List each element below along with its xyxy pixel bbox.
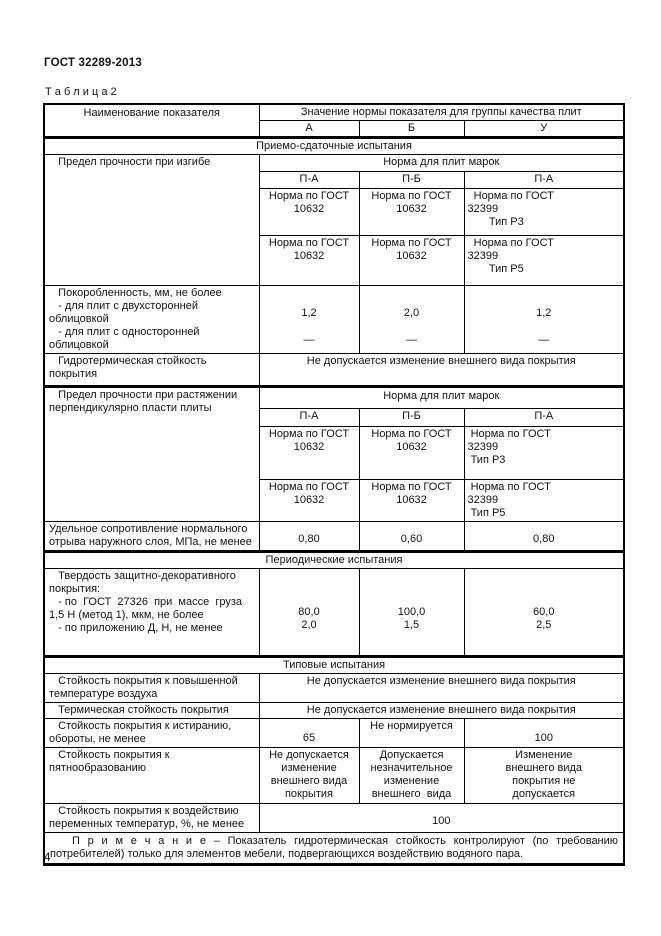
bending-norm2-a: Норма по ГОСТ 10632 xyxy=(258,235,360,286)
warp-value-a-one-sided: — xyxy=(303,334,315,346)
tension-marks-row: П-А П-Б П-А xyxy=(44,408,625,427)
warp-value-b: 2,0 — xyxy=(358,285,465,354)
heat-resistance-label: Стойкость покрытия к повышенной температ… xyxy=(43,673,260,703)
tension-mark-b: П-Б xyxy=(358,408,465,427)
section-acceptance-label: Приемо-сдаточные испытания xyxy=(43,136,625,155)
abrasion-value-b: Не нормируется xyxy=(358,718,465,748)
col-header-group-u: У xyxy=(463,120,625,138)
bending-norm1-u: Норма по ГОСТ 32399 Тип Р3 xyxy=(463,188,625,236)
section-type-label: Типовые испытания xyxy=(43,655,625,674)
warp-row: Покоробленность, мм, не более - для плит… xyxy=(43,285,625,354)
peel-value-u: 0,80 xyxy=(463,521,625,552)
col-header-indicator-name: Наименование показателя xyxy=(43,103,260,138)
hardness-value-b: 100,0 1,5 xyxy=(358,568,465,657)
bending-mark-u: П-А xyxy=(463,171,625,189)
thermal-resistance-label: Термическая стойкость покрытия xyxy=(43,702,260,719)
abrasion-value-a: 65 xyxy=(258,718,360,748)
section-periodic-tests: Периодические испытания xyxy=(43,550,625,569)
tension-norm1-a: Норма по ГОСТ 10632 xyxy=(258,426,360,480)
bending-strength-row: Предел прочности при изгибе Норма для пл… xyxy=(43,154,625,286)
tension-norm1-b: Норма по ГОСТ 10632 xyxy=(358,426,465,480)
hardness-row: Твердость защитно-декоративного покрытия… xyxy=(43,568,625,657)
bending-norm-header: Норма для плит марок xyxy=(258,154,625,172)
hardness-label: Твердость защитно-декоративного покрытия… xyxy=(43,568,260,657)
stain-value-a: Не допускается изменение внешнего вида п… xyxy=(258,747,360,804)
tension-strength-label: Предел прочности при растяжении перпенди… xyxy=(43,385,260,522)
bending-norm1-b: Норма по ГОСТ 10632 xyxy=(358,188,465,236)
warp-value-a-two-sided: 1,2 xyxy=(301,307,317,319)
tension-mark-a: П-А xyxy=(258,408,360,427)
warp-label: Покоробленность, мм, не более - для плит… xyxy=(43,285,260,354)
page-number: 4 xyxy=(44,852,51,864)
note-row: П р и м е ч а н и е – Показатель гидроте… xyxy=(43,832,625,866)
col-header-group-a: А xyxy=(258,120,360,138)
col-header-value-group: Значение нормы показателя для группы кач… xyxy=(258,103,625,121)
warp-value-b-two-sided: 2,0 xyxy=(403,307,420,319)
section-acceptance-tests: Приемо-сдаточные испытания xyxy=(43,136,625,155)
tension-norm2-a: Норма по ГОСТ 10632 xyxy=(258,479,360,522)
peel-value-b: 0,60 xyxy=(358,521,465,552)
tension-norm2-u: Норма по ГОСТ 32399 Тип Р5 xyxy=(463,479,625,522)
note-text: П р и м е ч а н и е – Показатель гидроте… xyxy=(43,832,625,866)
tension-mark-u: П-А xyxy=(463,408,625,427)
thermal-resistance-value: Не допускается изменение внешнего вида п… xyxy=(258,702,625,719)
peel-value-a: 0,80 xyxy=(258,521,360,552)
tension-strength-row: Предел прочности при растяжении перпенди… xyxy=(43,385,625,522)
quality-indicators-table: Наименование показателя Значение нормы п… xyxy=(43,103,626,866)
hardness-value-a: 80,0 2,0 xyxy=(258,568,360,657)
stain-value-u: Изменение внешнего вида покрытия не допу… xyxy=(463,747,625,804)
warp-value-u-one-sided: — xyxy=(538,334,550,346)
heat-resistance-row: Стойкость покрытия к повышенной температ… xyxy=(43,673,625,703)
table-caption: Т а б л и ц а 2 xyxy=(45,86,117,98)
tension-norm-header: Норма для плит марок xyxy=(258,385,625,409)
bending-mark-a: П-А xyxy=(258,171,360,189)
hardness-value-u: 60,0 2,5 xyxy=(463,568,625,657)
stain-value-b: Допускается незначительное изменение вне… xyxy=(358,747,465,804)
hydrothermal-row: Гидротермическая стойкость покрытия Не д… xyxy=(43,353,625,387)
peel-resistance-label: Удельное сопротивление нормального отрыв… xyxy=(43,521,260,552)
abrasion-value-u: 100 xyxy=(463,718,625,748)
tension-norm-row-1: Норма по ГОСТ 10632 Норма по ГОСТ 10632 … xyxy=(44,426,625,480)
thermal-resistance-row: Термическая стойкость покрытия Не допуск… xyxy=(43,702,625,719)
warp-value-u-two-sided: 1,2 xyxy=(536,307,552,319)
heat-resistance-value: Не допускается изменение внешнего вида п… xyxy=(258,673,625,703)
section-periodic-label: Периодические испытания xyxy=(43,550,625,569)
hydrothermal-value: Не допускается изменение внешнего вида п… xyxy=(258,353,625,387)
bending-norm2-b: Норма по ГОСТ 10632 xyxy=(358,235,465,286)
section-type-tests: Типовые испытания xyxy=(43,655,625,674)
bending-norm2-u: Норма по ГОСТ 32399 Тип Р5 xyxy=(463,235,625,286)
warp-value-u: 1,2 — xyxy=(463,285,625,354)
gost-standard-title: ГОСТ 32289-2013 xyxy=(44,57,142,69)
bending-mark-b: П-Б xyxy=(358,171,465,189)
bending-strength-label: Предел прочности при изгибе xyxy=(43,154,260,286)
bending-norm-row-2: Норма по ГОСТ 10632 Норма по ГОСТ 10632 … xyxy=(44,235,625,286)
peel-resistance-row: Удельное сопротивление нормального отрыв… xyxy=(43,521,625,552)
abrasion-row: Стойкость покрытия к истиранию, обороты,… xyxy=(43,718,625,748)
temperature-cycles-row: Стойкость покрытия к воздействию перемен… xyxy=(43,803,625,833)
header-row-2: А Б У xyxy=(44,120,625,138)
abrasion-label: Стойкость покрытия к истиранию, обороты,… xyxy=(43,718,260,748)
warp-value-b-one-sided: — xyxy=(406,334,417,346)
warp-value-a: 1,2 — xyxy=(258,285,360,354)
bending-marks-row: П-А П-Б П-А xyxy=(44,171,625,189)
stain-resistance-label: Стойкость покрытия к пятнообразованию xyxy=(43,747,260,804)
temperature-cycles-label: Стойкость покрытия к воздействию перемен… xyxy=(43,803,260,833)
hydrothermal-label: Гидротермическая стойкость покрытия xyxy=(43,353,260,387)
col-header-group-b: Б xyxy=(358,120,465,138)
temperature-cycles-value: 100 xyxy=(258,803,625,833)
bending-norm1-a: Норма по ГОСТ 10632 xyxy=(258,188,360,236)
stain-resistance-row: Стойкость покрытия к пятнообразованию Не… xyxy=(43,747,625,804)
header-row-1: Наименование показателя Значение нормы п… xyxy=(43,103,625,138)
tension-norm2-b: Норма по ГОСТ 10632 xyxy=(358,479,465,522)
tension-norm1-u: Норма по ГОСТ 32399 Тип Р3 xyxy=(463,426,625,480)
